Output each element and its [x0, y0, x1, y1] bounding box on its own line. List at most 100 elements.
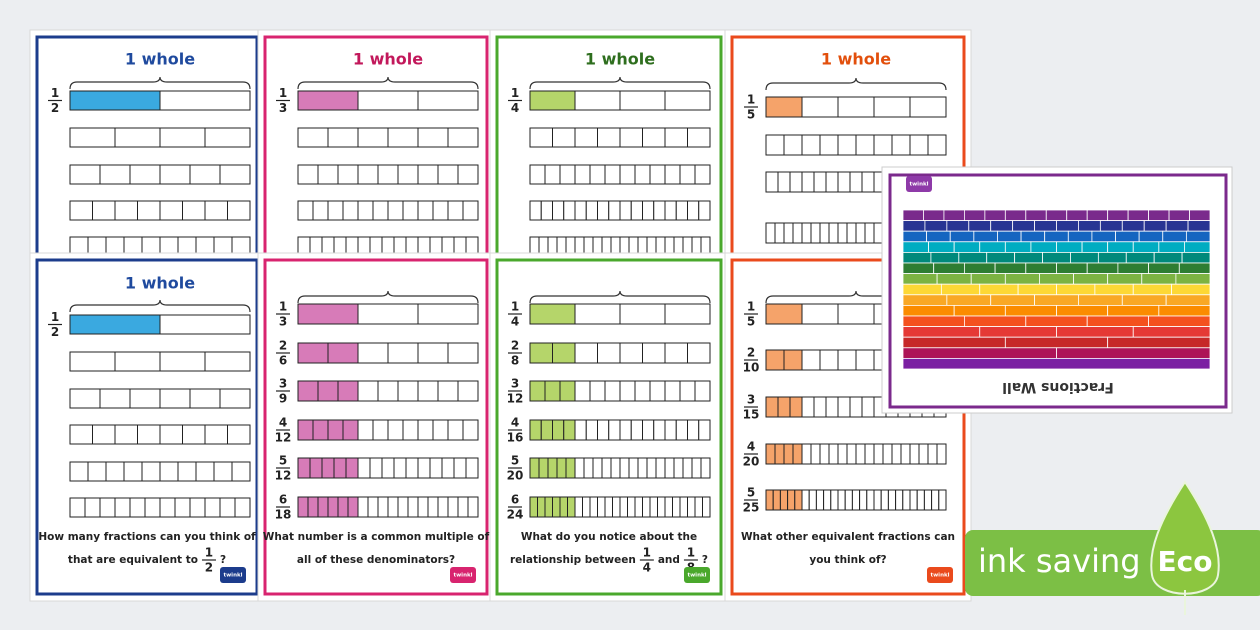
bar-segment	[529, 457, 540, 479]
wall-segment	[1004, 304, 1057, 317]
wall-segment	[1099, 220, 1123, 232]
bar-segment	[664, 127, 688, 148]
bar-segment	[69, 461, 89, 482]
bar-segment	[657, 496, 666, 518]
bar-segment	[664, 419, 677, 441]
denominator: 4	[511, 101, 519, 115]
bar-segment	[327, 419, 344, 441]
bar-segment	[129, 388, 161, 409]
bar-segment	[567, 496, 576, 518]
wall-segment	[902, 262, 935, 275]
numerator: 1	[643, 546, 651, 560]
bar-segment	[808, 489, 817, 511]
bar-segment	[604, 380, 621, 402]
bar-segment	[397, 380, 419, 402]
wall-segment	[902, 357, 1211, 370]
wall-segment	[1132, 326, 1211, 338]
bar-segment	[347, 496, 359, 518]
bar-segment	[837, 171, 851, 193]
bar-segment	[177, 461, 197, 482]
denominator: 12	[275, 431, 292, 445]
bar-segment	[565, 457, 576, 479]
bar-segment	[608, 419, 621, 441]
wall-segment	[1034, 220, 1057, 232]
brace	[297, 76, 479, 90]
bar-segment	[357, 303, 419, 325]
bar-segment	[687, 419, 700, 441]
denominator: 3	[279, 315, 287, 329]
card-border	[730, 258, 966, 596]
bar-segment	[297, 342, 329, 364]
wall-segment	[1086, 262, 1119, 275]
bar-segment	[619, 380, 636, 402]
bar-segment	[873, 96, 911, 118]
wall-segment	[1107, 209, 1129, 222]
bar-segment	[589, 496, 598, 518]
card-border	[495, 258, 723, 596]
bar-segment	[195, 461, 215, 482]
bar-segment	[574, 419, 587, 441]
bar-segment	[619, 457, 630, 479]
bar-segment	[529, 127, 553, 148]
bar-segment	[687, 200, 700, 221]
bar-segment	[774, 222, 785, 244]
bar-segment	[372, 200, 389, 221]
card-border	[263, 258, 489, 596]
bar-segment	[873, 134, 893, 156]
bar-segment	[574, 90, 621, 111]
wall-segment	[924, 220, 948, 232]
bar-segment	[592, 457, 603, 479]
wall-segment	[964, 209, 986, 222]
denominator: 5	[747, 315, 755, 329]
logo-box	[927, 567, 953, 583]
wall-segment	[926, 230, 951, 243]
bar-segment	[437, 496, 449, 518]
bar-segment	[649, 496, 658, 518]
wall-segment	[1056, 262, 1088, 275]
bar-segment	[900, 443, 911, 465]
bar-segment	[646, 457, 657, 479]
numerator: 5	[511, 454, 519, 468]
wall-segment	[1127, 209, 1149, 222]
wall-segment	[1148, 315, 1211, 328]
wall-segment	[902, 347, 1057, 359]
wall-segment	[1091, 230, 1116, 243]
wall-segment	[902, 241, 929, 253]
bar-segment	[574, 342, 598, 364]
wall-segment	[928, 241, 955, 253]
bar-segment	[219, 388, 251, 409]
bar-segment	[619, 419, 632, 441]
bar-segment	[855, 443, 866, 465]
wall-segment	[964, 315, 1027, 328]
wall-segment	[902, 304, 955, 317]
bar-segment	[377, 380, 399, 402]
bar-segment	[529, 380, 546, 402]
bar-segment	[801, 443, 812, 465]
bar-segment	[649, 380, 666, 402]
wall-segment	[1132, 283, 1173, 296]
card-title: 1 whole	[821, 50, 891, 69]
bar-segment	[597, 342, 621, 364]
bar-segment	[297, 303, 359, 325]
bar-segment	[465, 457, 479, 479]
wall-segment	[953, 304, 1006, 317]
bar-segment	[687, 127, 711, 148]
bar-segment	[700, 457, 711, 479]
wall-segment	[1066, 209, 1088, 222]
bar-segment	[597, 200, 610, 221]
bar-segment	[69, 424, 93, 445]
wall-segment	[1004, 209, 1027, 222]
bar-segment	[297, 419, 314, 441]
bar-segment	[357, 342, 389, 364]
wall-segment	[1056, 241, 1083, 253]
bar-segment	[540, 200, 553, 221]
bar-segment	[815, 489, 825, 511]
bar-segment	[619, 200, 632, 221]
wall-segment	[1189, 209, 1211, 222]
wall-segment	[1107, 304, 1160, 317]
bar-segment	[927, 443, 938, 465]
wall-segment	[958, 251, 988, 264]
bar-segment	[114, 497, 131, 518]
bar-segment	[819, 222, 830, 244]
bar-segment	[601, 457, 612, 479]
